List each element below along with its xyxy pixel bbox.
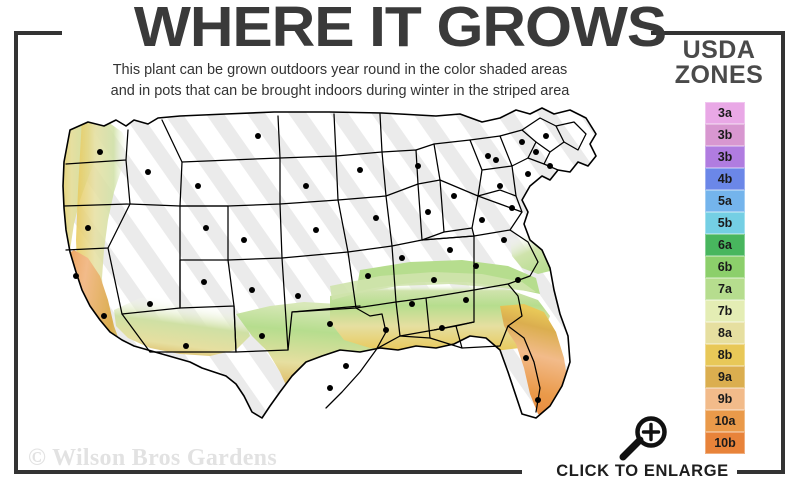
zone-swatch-3b-1: 3b	[705, 124, 745, 146]
zone-swatch-9b-13: 9b	[705, 388, 745, 410]
subtitle-line-1: This plant can be grown outdoors year ro…	[112, 62, 568, 78]
zone-swatch-5b-5: 5b	[705, 212, 745, 234]
frame-border-left	[14, 31, 18, 474]
zone-swatch-8b-11: 8b	[705, 344, 745, 366]
page-title: WHERE IT GROWS	[133, 0, 667, 59]
legend-title-line-2: ZONES	[674, 61, 764, 89]
frame-border-top-right	[651, 31, 785, 35]
zone-swatch-6a-6: 6a	[705, 234, 745, 256]
frame-border-right	[781, 31, 785, 474]
usda-hardiness-zone-map[interactable]	[30, 100, 650, 450]
frame-border-bottom-right	[737, 470, 785, 474]
usda-zones-legend: USDA ZONES 3a 3b 3b 4b 5a 5b 6a 6b 7a 7b 8a 8b 9a 9b 1…	[655, 38, 783, 454]
zone-swatch-10a-14: 10a	[705, 410, 745, 432]
zone-swatch-9a-12: 9a	[705, 366, 745, 388]
state-boundaries	[62, 107, 597, 419]
zone-swatch-list: 3a 3b 3b 4b 5a 5b 6a 6b 7a 7b 8a 8b 9a 9b 10a 10b	[705, 102, 745, 454]
zone-swatch-4b-3: 4b	[705, 168, 745, 190]
zone-swatch-8a-10: 8a	[705, 322, 745, 344]
zone-swatch-7a-8: 7a	[705, 278, 745, 300]
watermark: © Wilson Bros Gardens	[28, 445, 277, 471]
zone-swatch-5a-4: 5a	[705, 190, 745, 212]
zone-swatch-3a-0: 3a	[705, 102, 745, 124]
frame-border-top-left	[14, 31, 62, 35]
subtitle-line-2: and in pots that can be brought indoors …	[110, 83, 570, 99]
magnifier-plus-icon[interactable]	[618, 415, 674, 461]
map-svg	[62, 107, 597, 419]
zone-swatch-3b-2: 3b	[705, 146, 745, 168]
zone-swatch-7b-9: 7b	[705, 300, 745, 322]
legend-title-line-1: USDA	[682, 36, 756, 64]
legend-title: USDA ZONES	[655, 38, 783, 88]
click-to-enlarge-label[interactable]: CLICK TO ENLARGE	[556, 462, 729, 480]
map-landmass	[63, 108, 596, 418]
subtitle: This plant can be grown outdoors year ro…	[40, 60, 640, 102]
zone-swatch-10b-15: 10b	[705, 432, 745, 454]
frame-border-bottom-left	[14, 470, 522, 474]
city-dots	[73, 133, 553, 403]
zone-swatch-6b-7: 6b	[705, 256, 745, 278]
